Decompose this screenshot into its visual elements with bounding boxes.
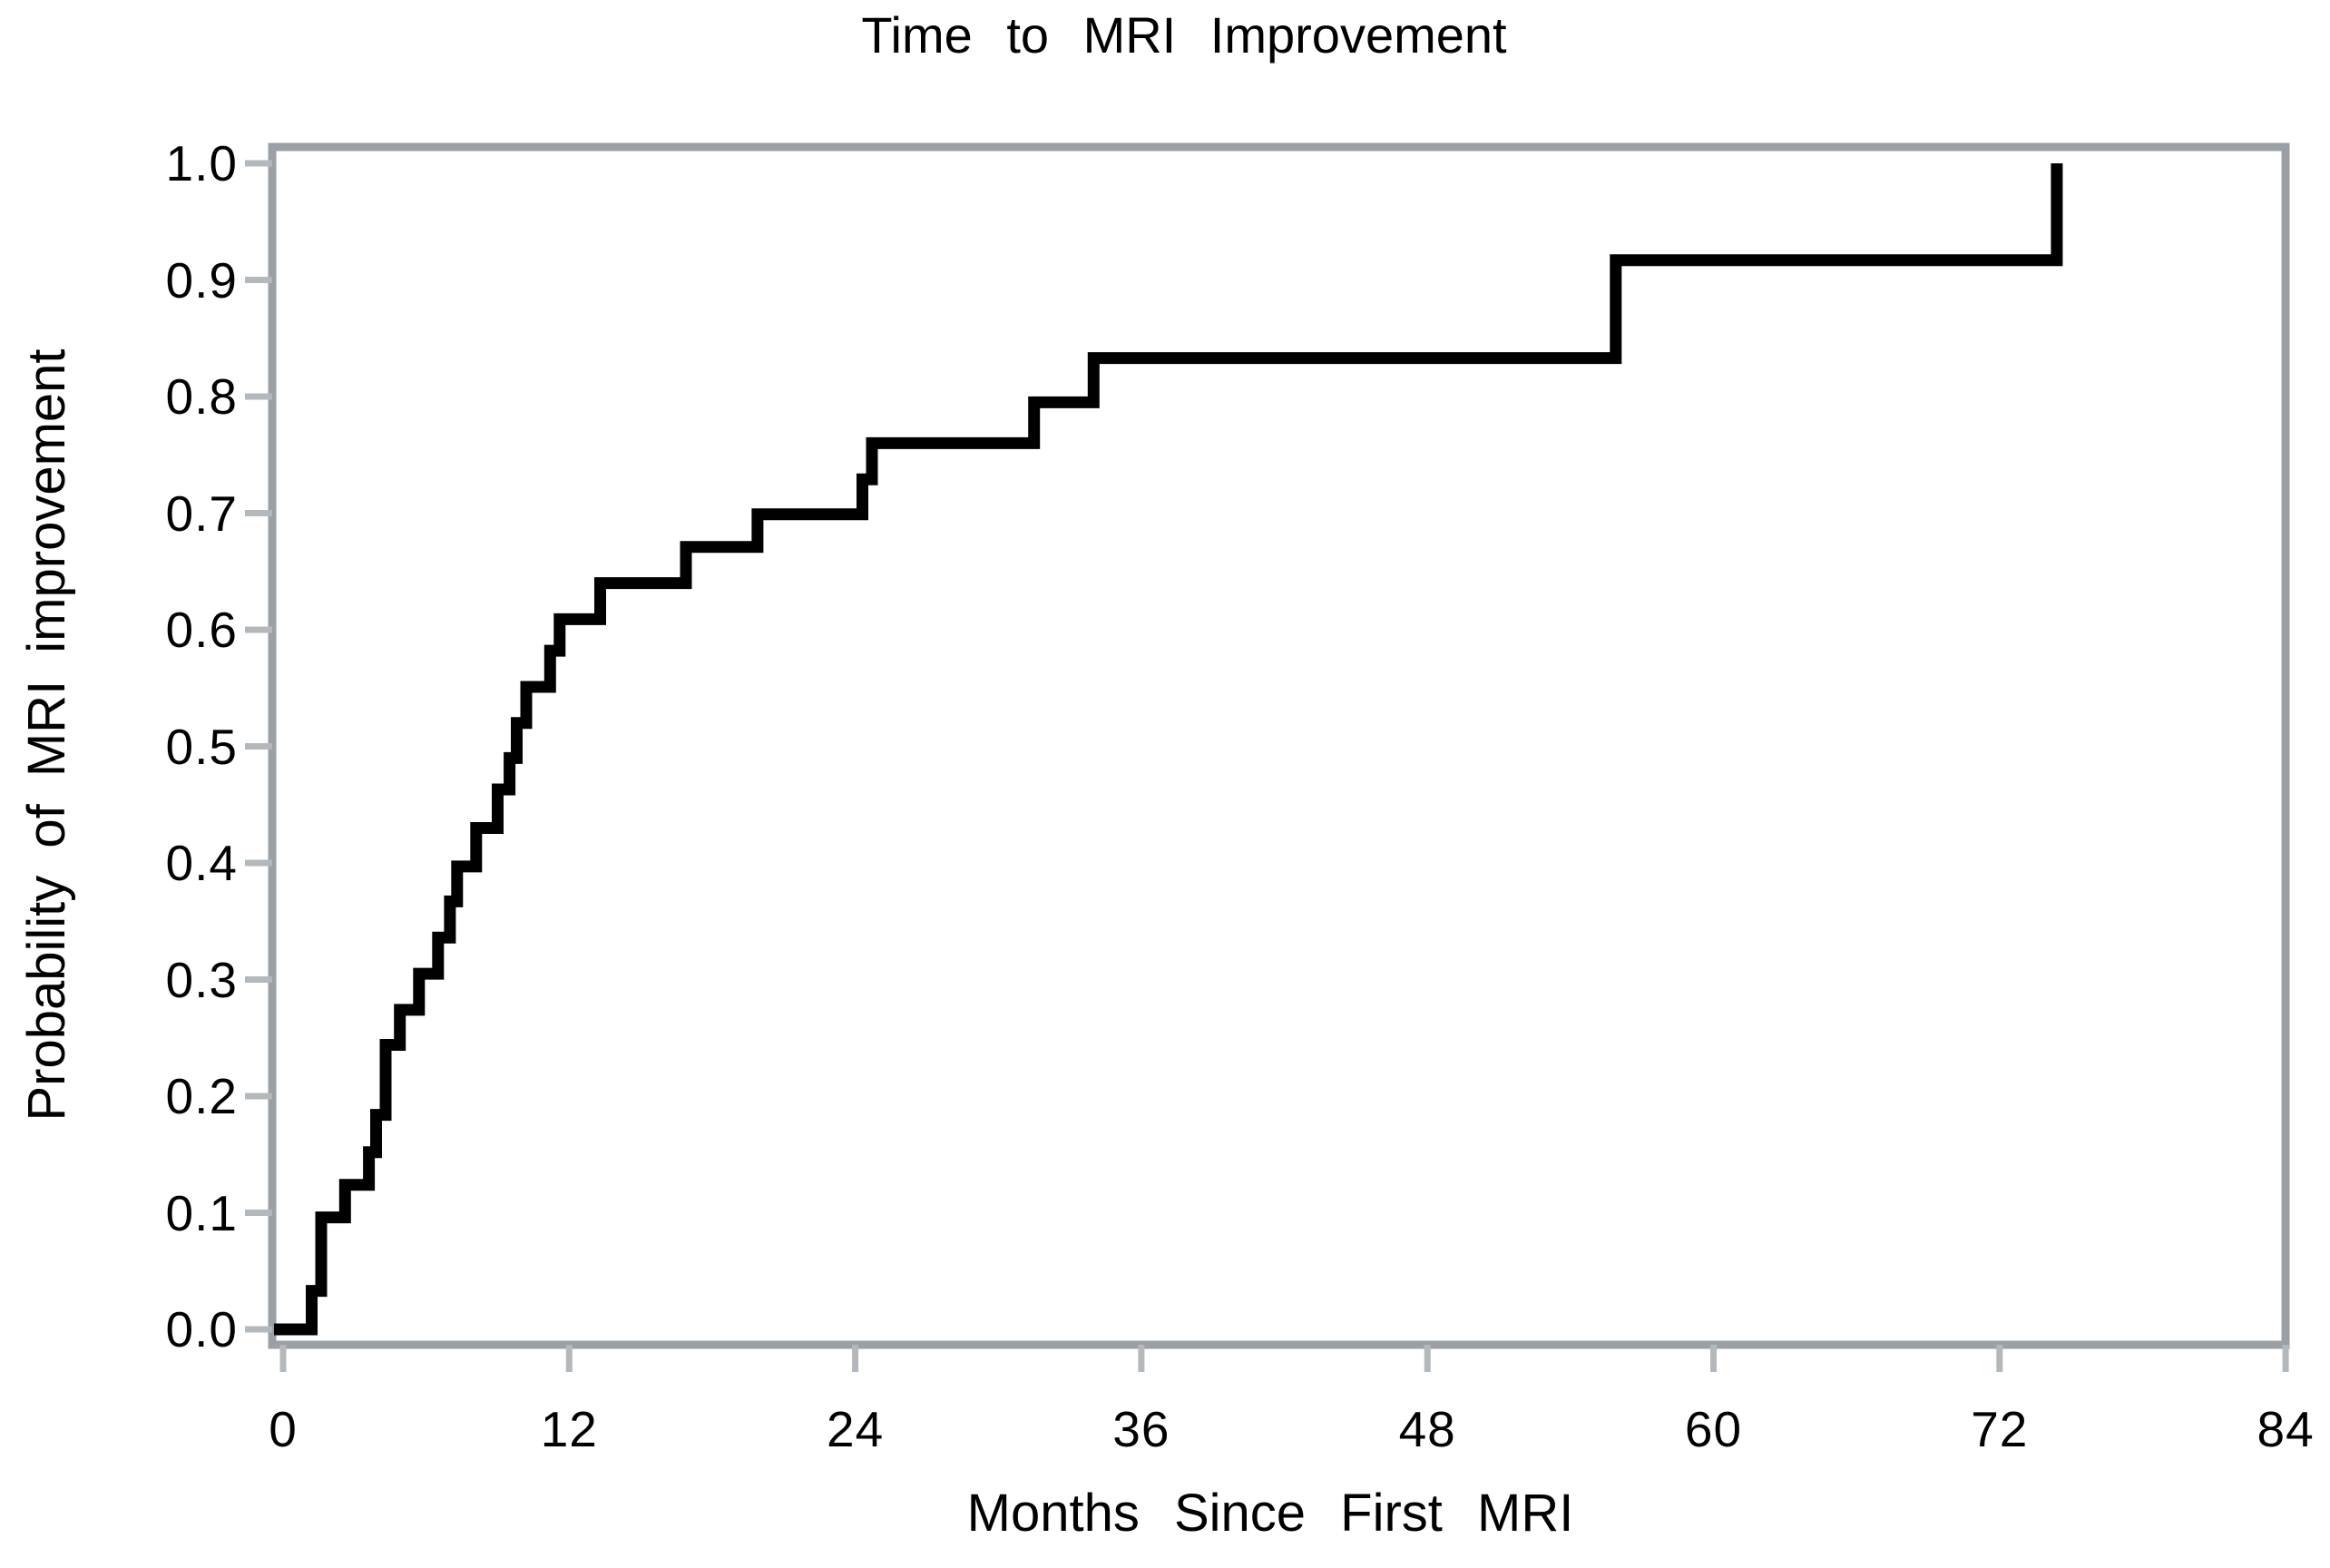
y-tick-label: 0.0 xyxy=(165,1301,238,1357)
y-tick-label: 0.8 xyxy=(165,368,238,425)
y-tick-label: 0.4 xyxy=(165,835,238,891)
chart-title: Time to MRI Improvement xyxy=(861,6,1507,64)
plot-frame xyxy=(268,142,2290,1349)
x-tick-label: 48 xyxy=(1398,1401,1456,1457)
x-axis-title: Months Since First MRI xyxy=(966,1484,1574,1543)
x-tick-label: 36 xyxy=(1112,1401,1170,1457)
km-step-curve xyxy=(274,163,2063,1336)
y-tick-label: 0.7 xyxy=(165,485,238,542)
y-tick-label: 1.0 xyxy=(165,135,238,191)
x-tick-label: 0 xyxy=(269,1401,298,1457)
y-axis-title: Probability of MRI improvement xyxy=(17,348,76,1122)
x-tick-label: 72 xyxy=(1971,1401,2029,1457)
x-tick-label: 12 xyxy=(540,1401,598,1457)
y-tick-label: 0.3 xyxy=(165,951,238,1008)
x-tick-label: 84 xyxy=(2257,1401,2315,1457)
y-tick-label: 0.6 xyxy=(165,602,238,658)
axis-tick-marks xyxy=(245,160,2289,1372)
x-tick-label: 24 xyxy=(827,1401,885,1457)
y-tick-label: 0.1 xyxy=(165,1184,238,1241)
y-tick-label: 0.2 xyxy=(165,1068,238,1124)
y-tick-label: 0.9 xyxy=(165,251,238,309)
y-tick-label: 0.5 xyxy=(165,718,238,775)
x-tick-label: 60 xyxy=(1684,1401,1743,1457)
